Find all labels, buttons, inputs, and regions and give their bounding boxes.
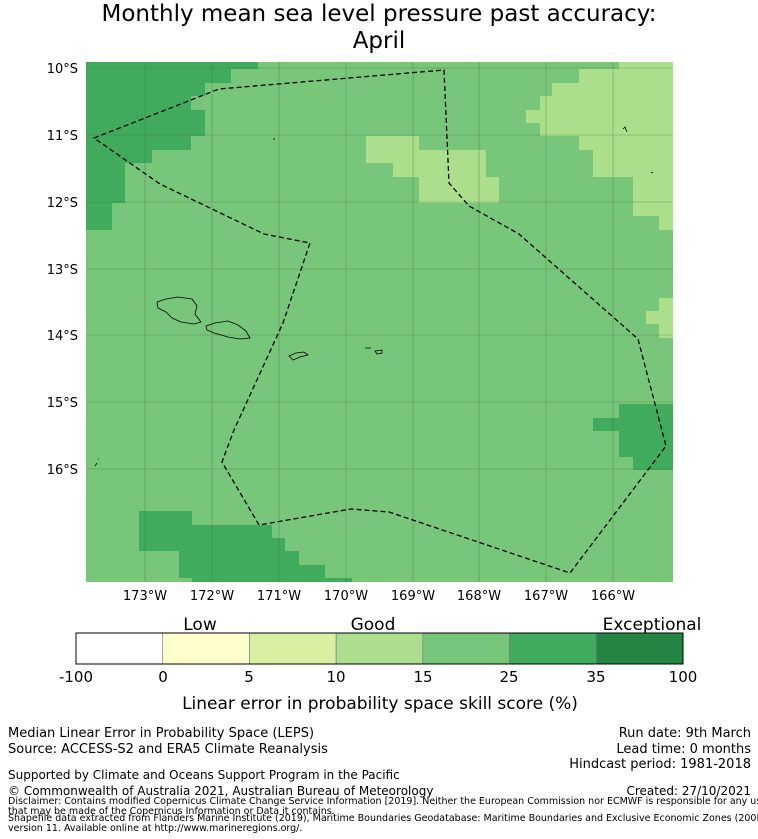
tutuila-island [288,351,309,361]
colorbar-category-good: Good [351,615,396,635]
lon-label: 167°W [524,589,568,604]
footer-shapefile-line1: Shapefile data extracted from Flanders M… [8,813,758,824]
lat-label: 11°S [47,129,78,144]
colorbar-tick: -100 [59,668,93,686]
colorbar-tick: 0 [158,668,168,686]
map-title-line2: April [352,28,406,54]
colorbar-tick: 15 [413,668,432,686]
lon-label: 169°W [391,589,435,604]
colorbar-swatch [162,632,250,665]
lon-label: 173°W [123,589,167,604]
lat-label: 10°S [47,62,78,77]
lon-label: 166°W [591,589,635,604]
islet-northeast [622,126,628,133]
moderate-skill-regions [366,62,673,338]
lat-label: 16°S [47,463,78,478]
lat-label: 14°S [47,329,78,344]
colorbar-swatch [422,632,510,665]
map-gridlines [86,62,673,582]
lon-label: 171°W [257,589,301,604]
colorbar-swatch [249,632,337,665]
lon-label: 168°W [457,589,501,604]
colorbar-swatch [75,632,164,665]
colorbar-tick: 100 [669,668,698,686]
footer-run-date: Run date: 9th March [618,726,751,741]
footer-shapefile-line2: version 11. Available online at http://w… [8,823,303,834]
lon-label: 172°W [190,589,234,604]
eez-boundary [92,69,667,574]
savaii-island [156,296,202,325]
colorbar-tick: 10 [326,668,345,686]
footer-source: Source: ACCESS-S2 and ERA5 Climate Reana… [8,742,328,757]
footer-created: Created: 27/10/2021 [626,784,751,798]
islet-east [650,171,654,174]
colorbar-category-low: Low [183,615,217,635]
island-coastlines [94,126,654,467]
lat-label: 12°S [47,196,78,211]
footer-hindcast-period: Hindcast period: 1981-2018 [569,757,751,772]
footer-method: Median Linear Error in Probability Space… [8,726,315,741]
lon-label: 170°W [324,589,368,604]
lat-label: 13°S [47,263,78,278]
islet-southwest [94,458,99,467]
colorbar-swatch [509,632,597,665]
colorbar-xlabel: Linear error in probability space skill … [182,694,578,714]
colorbar-category-exceptional: Exceptional [603,615,702,635]
map-title-line1: Monthly mean sea level pressure past acc… [101,1,657,27]
footer-copyright: © Commonwealth of Australia 2021, Austra… [8,784,434,798]
lat-label: 15°S [47,396,78,411]
colorbar-swatch [335,632,424,665]
footer-lead-time: Lead time: 0 months [616,742,751,757]
footer-disclaimer-line1: Disclaimer: Contains modified Copernicus… [8,796,758,807]
colorbar: Low Good Exceptional -100 0 5 10 15 25 3… [59,615,701,714]
colorbar-tick: 5 [244,668,254,686]
colorbar-frame [75,632,684,665]
footer-support: Supported by Climate and Oceans Support … [8,768,400,782]
manua-islands [365,347,383,355]
colorbar-swatch [595,632,684,665]
upolu-island [205,320,251,340]
colorbar-tick: 25 [499,668,518,686]
footer-disclaimer-line2: that may be made of the Copernicus Infor… [8,806,335,817]
colorbar-tick: 35 [586,668,605,686]
